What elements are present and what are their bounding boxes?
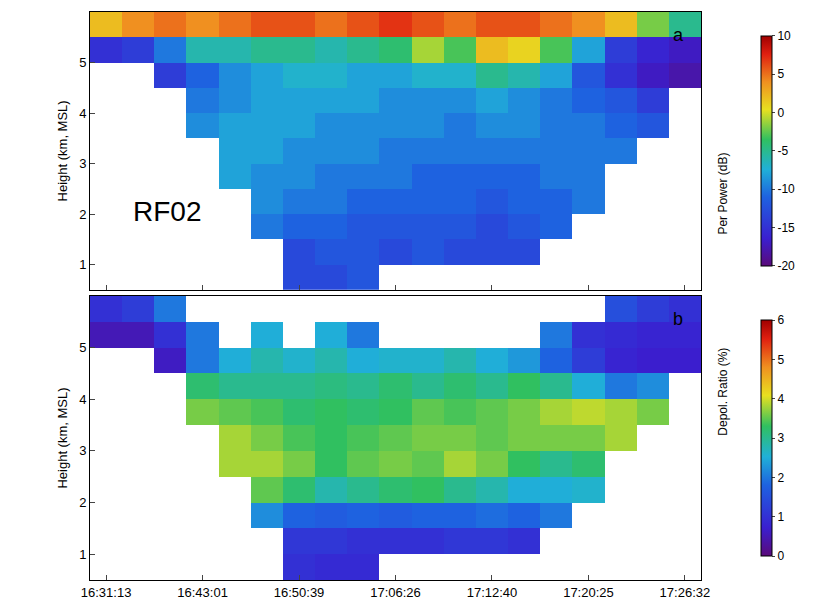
svg-text:1: 1: [79, 257, 86, 272]
svg-text:RF02: RF02: [133, 196, 201, 227]
svg-text:4: 4: [777, 392, 784, 406]
svg-text:-20: -20: [777, 259, 795, 273]
svg-text:3: 3: [79, 156, 86, 171]
svg-text:2: 2: [777, 471, 784, 485]
svg-text:-5: -5: [777, 144, 788, 158]
svg-text:5: 5: [777, 67, 784, 81]
svg-text:17:26:32: 17:26:32: [660, 585, 711, 600]
svg-text:Per Power (dB): Per Power (dB): [716, 153, 730, 235]
svg-text:17:20:25: 17:20:25: [563, 585, 614, 600]
svg-text:3: 3: [79, 443, 86, 458]
svg-text:16:50:39: 16:50:39: [274, 585, 325, 600]
svg-text:Depol. Ratio (%): Depol. Ratio (%): [716, 348, 730, 436]
svg-text:4: 4: [79, 106, 86, 121]
svg-text:16:43:01: 16:43:01: [177, 585, 228, 600]
svg-text:6: 6: [777, 313, 784, 327]
svg-text:0: 0: [777, 549, 784, 563]
svg-text:5: 5: [777, 353, 784, 367]
svg-text:17:06:26: 17:06:26: [370, 585, 421, 600]
svg-text:1: 1: [79, 547, 86, 562]
svg-text:4: 4: [79, 392, 86, 407]
svg-text:17:12:40: 17:12:40: [467, 585, 518, 600]
svg-text:b: b: [673, 309, 683, 329]
svg-text:16:31:13: 16:31:13: [81, 585, 132, 600]
svg-text:2: 2: [79, 495, 86, 510]
svg-text:1: 1: [777, 510, 784, 524]
svg-text:a: a: [673, 25, 684, 45]
svg-text:-15: -15: [777, 221, 795, 235]
svg-text:Height (km, MSL): Height (km, MSL): [55, 387, 70, 488]
svg-text:10: 10: [777, 29, 791, 43]
svg-text:5: 5: [79, 55, 86, 70]
svg-text:Height (km, MSL): Height (km, MSL): [55, 100, 70, 201]
svg-text:5: 5: [79, 340, 86, 355]
svg-text:0: 0: [777, 106, 784, 120]
svg-text:3: 3: [777, 431, 784, 445]
svg-text:2: 2: [79, 207, 86, 222]
svg-text:-10: -10: [777, 182, 795, 196]
